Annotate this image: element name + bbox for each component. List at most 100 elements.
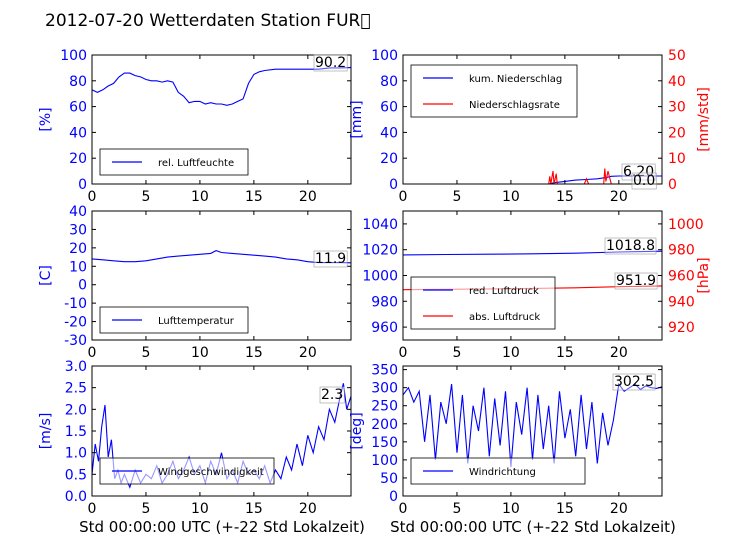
x-axis-label-left: Std 00:00:00 UTC (+-22 Std Lokalzeit) <box>79 518 365 536</box>
x-tick-label: 5 <box>452 501 461 517</box>
legend: kum. Niederschlag Niederschlagsrate <box>410 64 578 118</box>
x-tick-label: 10 <box>191 189 209 205</box>
legend-label: Windrichtung <box>469 467 536 478</box>
y-tick-label: 40 <box>69 125 87 141</box>
y-axis-label: [mm] <box>349 100 365 138</box>
plot-frame <box>91 210 352 341</box>
y-tick-label: 0 <box>78 278 87 294</box>
x-tick-label: 15 <box>245 345 263 361</box>
legend-label: abs. Luftdruck <box>469 312 540 323</box>
last-value-label: 6.20 <box>623 164 654 180</box>
x-tick-label: 5 <box>452 345 461 361</box>
x-axis-label-right: Std 00:00:00 UTC (+-22 Std Lokalzeit) <box>390 518 676 536</box>
y-axis-label: [m/s] <box>38 413 54 450</box>
y-tick-label: 1.0 <box>65 446 87 462</box>
legend: Windgeschwindigkeit <box>99 457 275 485</box>
y-tick-label: -10 <box>64 296 87 312</box>
last-value-box <box>313 250 348 268</box>
panel-2: 0 5 10 15 20 0 20 40 60 80 100 0 10 20 30 40 50 [mm] [mm/s… <box>349 48 712 205</box>
y2-tick-label: 940 <box>668 294 695 310</box>
last-value-label: 1018.8 <box>606 238 655 254</box>
x-tick-label: 20 <box>610 501 628 517</box>
y-tick-label: 80 <box>380 74 398 90</box>
x-tick-label: 20 <box>299 189 317 205</box>
y-tick-label: 100 <box>371 453 398 469</box>
y-tick-label: 960 <box>371 320 398 336</box>
panel-4: 0 5 10 15 20 960 980 1000 1020 1040 920 940 960 980 10… <box>362 210 712 361</box>
y-tick-label: 0 <box>389 177 398 193</box>
x-tick-label: 5 <box>141 345 150 361</box>
y-tick-label: 10 <box>69 259 87 275</box>
y-tick-label: 20 <box>69 241 87 257</box>
x-tick-label: 0 <box>88 345 97 361</box>
y-tick-label: 200 <box>371 417 398 433</box>
panel-5: 0 5 10 15 20 0.0 0.5 1.0 1.5 2.0 2.5 3.0 [m/s] Windge… <box>38 359 352 517</box>
y-tick-label: 60 <box>380 100 398 116</box>
x-tick-label: 15 <box>245 501 263 517</box>
y-tick-label: 80 <box>69 74 87 90</box>
y-tick-label: 30 <box>69 222 87 238</box>
y-tick-label: 0.5 <box>65 467 87 483</box>
legend: rel. Luftfeuchte <box>99 148 249 176</box>
y2-tick-label: 50 <box>668 48 686 64</box>
y-tick-label: 0.0 <box>65 489 87 505</box>
y-tick-label: 980 <box>371 294 398 310</box>
y-tick-label: 1000 <box>362 269 398 285</box>
last-value-box <box>614 272 658 290</box>
y2-tick-label: 960 <box>668 269 695 285</box>
y-tick-label: 250 <box>371 399 398 415</box>
y-tick-label: 100 <box>371 48 398 64</box>
y-axis-label: [deg] <box>349 412 365 449</box>
x-tick-label: 10 <box>502 345 520 361</box>
last-value-label: 2.3 <box>321 387 343 403</box>
y2-axis-label: [hPa] <box>696 257 712 293</box>
last-value-box <box>313 54 348 72</box>
y-tick-label: 1.5 <box>65 424 87 440</box>
legend-box <box>410 276 556 330</box>
x-tick-label: 0 <box>399 189 408 205</box>
last-value-box <box>631 172 657 190</box>
y2-tick-label: 10 <box>668 151 686 167</box>
figure-title: 2012-07-20 Wetterdaten Station FUR  <box>45 11 371 31</box>
last-value-label: 951.9 <box>616 273 656 289</box>
y-tick-label: 2.0 <box>65 402 87 418</box>
y-tick-label: 1040 <box>362 217 398 233</box>
legend-label: Niederschlagsrate <box>469 100 560 111</box>
y-tick-label: 2.5 <box>65 381 87 397</box>
y-tick-label: 1020 <box>362 243 398 259</box>
series-line-2 <box>403 168 662 184</box>
y-tick-label: 3.0 <box>65 359 87 375</box>
y-tick-label: -20 <box>64 315 87 331</box>
last-value-label: 90.2 <box>315 55 346 71</box>
series-line-1 <box>403 250 662 256</box>
x-tick-label: 15 <box>556 501 574 517</box>
x-tick-label: 10 <box>191 501 209 517</box>
y-tick-label: 20 <box>69 151 87 167</box>
x-tick-label: 20 <box>610 189 628 205</box>
y2-tick-label: 20 <box>668 125 686 141</box>
last-value-label: 11.9 <box>315 251 346 267</box>
plot-frame <box>402 54 663 185</box>
x-tick-label: 0 <box>399 345 408 361</box>
y-tick-label: 40 <box>69 204 87 220</box>
x-tick-label: 0 <box>88 189 97 205</box>
y2-tick-label: 1000 <box>668 217 704 233</box>
y-tick-label: 0 <box>78 177 87 193</box>
y-tick-label: 50 <box>380 471 398 487</box>
x-tick-label: 5 <box>452 189 461 205</box>
series-line-1 <box>92 67 351 106</box>
x-tick-label: 0 <box>88 501 97 517</box>
y2-tick-label: 920 <box>668 320 695 336</box>
x-tick-label: 20 <box>299 345 317 361</box>
last-value-label: 0.0 <box>633 173 655 189</box>
y-tick-label: 350 <box>371 363 398 379</box>
x-tick-label: 15 <box>556 345 574 361</box>
x-tick-label: 20 <box>610 345 628 361</box>
legend: Lufttemperatur <box>99 306 249 334</box>
y2-axis-label: [mm/std] <box>696 87 712 152</box>
plot-frame <box>402 365 663 497</box>
x-tick-label: 15 <box>556 189 574 205</box>
last-value-box <box>319 386 345 404</box>
legend-label: Lufttemperatur <box>158 316 235 327</box>
